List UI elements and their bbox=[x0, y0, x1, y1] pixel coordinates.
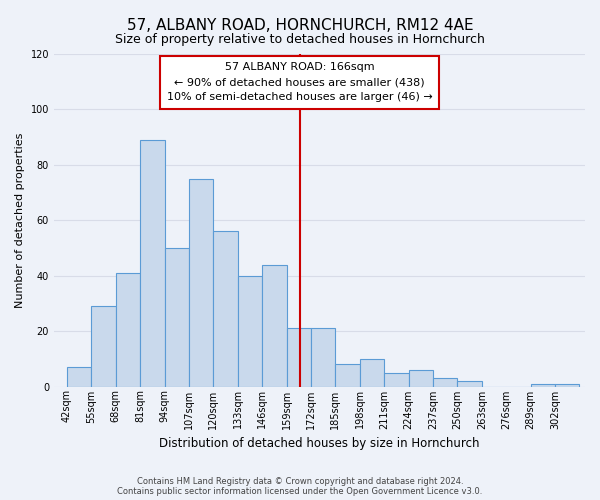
Bar bbox=[262, 264, 287, 386]
Bar bbox=[164, 248, 189, 386]
Bar bbox=[530, 384, 555, 386]
Bar bbox=[67, 367, 91, 386]
Bar bbox=[335, 364, 360, 386]
Text: 57, ALBANY ROAD, HORNCHURCH, RM12 4AE: 57, ALBANY ROAD, HORNCHURCH, RM12 4AE bbox=[127, 18, 473, 32]
Y-axis label: Number of detached properties: Number of detached properties bbox=[15, 132, 25, 308]
Bar bbox=[140, 140, 164, 386]
Bar bbox=[189, 178, 214, 386]
Bar bbox=[555, 384, 580, 386]
Bar bbox=[91, 306, 116, 386]
Text: Size of property relative to detached houses in Hornchurch: Size of property relative to detached ho… bbox=[115, 32, 485, 46]
Bar bbox=[433, 378, 457, 386]
Bar bbox=[457, 381, 482, 386]
Bar bbox=[116, 273, 140, 386]
Bar bbox=[384, 372, 409, 386]
Bar bbox=[287, 328, 311, 386]
Text: Contains HM Land Registry data © Crown copyright and database right 2024.
Contai: Contains HM Land Registry data © Crown c… bbox=[118, 476, 482, 496]
Bar bbox=[311, 328, 335, 386]
Text: 57 ALBANY ROAD: 166sqm
← 90% of detached houses are smaller (438)
10% of semi-de: 57 ALBANY ROAD: 166sqm ← 90% of detached… bbox=[167, 62, 433, 102]
Bar bbox=[214, 232, 238, 386]
Bar bbox=[409, 370, 433, 386]
Bar bbox=[238, 276, 262, 386]
Bar bbox=[360, 359, 384, 386]
X-axis label: Distribution of detached houses by size in Hornchurch: Distribution of detached houses by size … bbox=[159, 437, 480, 450]
